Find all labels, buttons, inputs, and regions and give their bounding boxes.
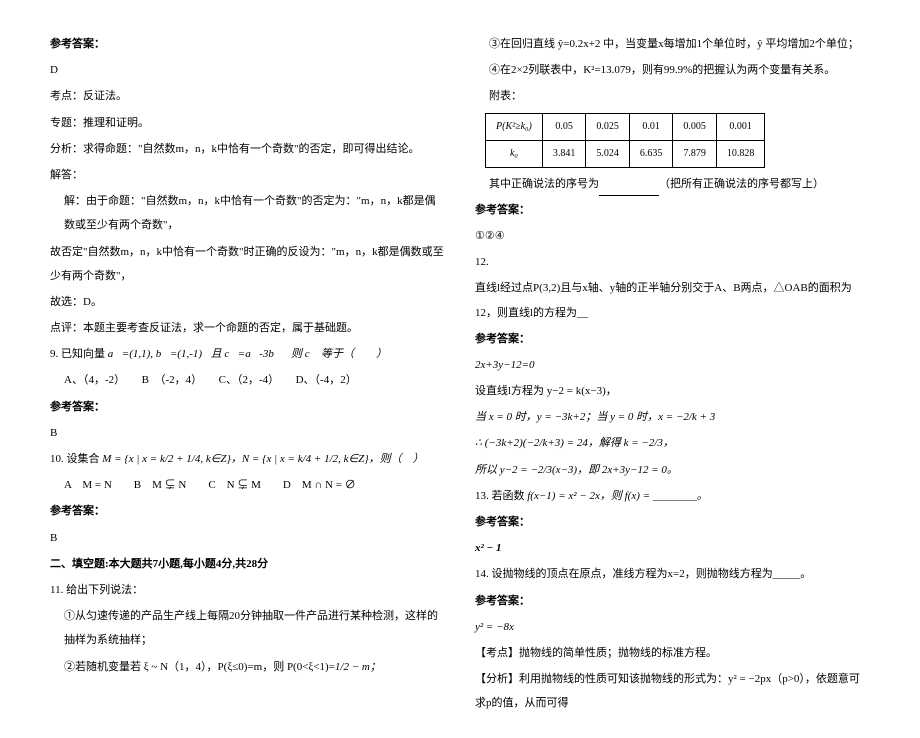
q11-item-3: ③在回归直线 ŷ=0.2x+2 中，当变量x每增加1个单位时，ŷ 平均增加2个单…: [475, 32, 870, 56]
q12-answer: 2x+3y−12=0: [475, 353, 870, 377]
q9-math: a⃗=(1,1), b⃗=(1,-1)，且 c⃗=a⃗-3b⃗，则 c⃗ 等于（…: [108, 348, 387, 360]
q11-tail-b: （把所有正确说法的序号都写上）: [659, 178, 824, 190]
jieda-line-2: 故否定"自然数m，n，k中恰有一个奇数"时正确的反设为："m，n，k都是偶数或至…: [50, 240, 445, 288]
q11-tail: 其中正确说法的序号为 （把所有正确说法的序号都写上）: [475, 172, 870, 196]
table-row-label: k₀: [486, 140, 543, 167]
q14-kaodian: 【考点】抛物线的简单性质；抛物线的标准方程。: [475, 641, 870, 665]
fenxi-text: 求得命题："自然数m，n，k中恰有一个奇数"的否定，即可得出结论。: [83, 143, 420, 155]
answer-letter: D: [50, 58, 445, 82]
q9-ref-label: 参考答案：: [50, 395, 445, 419]
dianping-row: 点评：本题主要考查反证法，求一个命题的否定，属于基础题。: [50, 316, 445, 340]
zhuanti-text: 推理和证明。: [83, 117, 149, 129]
jieda-line-3: 故选：D。: [50, 290, 445, 314]
q11-2b: 1/2 − m；: [335, 661, 381, 673]
table-cell: 3.841: [542, 140, 586, 167]
q11-prefix: 11. 给出下列说法：: [50, 578, 445, 602]
right-column: ③在回归直线 ŷ=0.2x+2 中，当变量x每增加1个单位时，ŷ 平均增加2个单…: [475, 30, 870, 718]
q9-options: A、（4，-2） B （-2，4） C、（2，-4） D、（-4，2）: [50, 368, 445, 392]
fenxi-row: 分析：求得命题："自然数m，n，k中恰有一个奇数"的否定，即可得出结论。: [50, 137, 445, 161]
q14-fenxi: 【分析】利用抛物线的性质可知该抛物线的形式为：y² = −2px（p>0），依题…: [475, 667, 870, 715]
dianping-text: 本题主要考查反证法，求一个命题的否定，属于基础题。: [83, 322, 358, 334]
zhuanti-row: 专题：推理和证明。: [50, 111, 445, 135]
fill-section-title: 二、填空题:本大题共7小题,每小题4分,共28分: [50, 552, 445, 576]
table-cell: 0.001: [716, 113, 765, 140]
q14-ref-label: 参考答案：: [475, 589, 870, 613]
table-cell: 7.879: [673, 140, 717, 167]
attach-label: 附表：: [475, 84, 870, 108]
q10-row: 10. 设集合 M = {x | x = k/2 + 1/4, k∈Z}，N =…: [50, 447, 445, 471]
table-header-label: P(K²≥k₀): [486, 113, 543, 140]
table-cell: 0.01: [629, 113, 673, 140]
zhuanti-label: 专题：: [50, 117, 83, 129]
q11-item-2: ②若随机变量若 ξ ~ N（1，4），P(ξ≤0)=m，则 P(0<ξ<1)=1…: [50, 655, 445, 679]
q14-row: 14. 设抛物线的顶点在原点，准线方程为x=2，则抛物线方程为_____。: [475, 562, 870, 586]
dianping-label: 点评：: [50, 322, 83, 334]
jieda-label: 解答：: [50, 163, 445, 187]
q13-row: 13. 若函数 f(x−1) = x² − 2x，则 f(x) = ______…: [475, 484, 870, 508]
q12-ref-label: 参考答案：: [475, 327, 870, 351]
q12-step-2: 当 x = 0 时，y = −3k+2；当 y = 0 时，x = −2/k +…: [475, 405, 870, 429]
kaodian-row: 考点：反证法。: [50, 84, 445, 108]
left-column: 参考答案： D 考点：反证法。 专题：推理和证明。 分析：求得命题："自然数m，…: [50, 30, 445, 718]
q10-ref-label: 参考答案：: [50, 499, 445, 523]
q12-text: 直线l经过点P(3,2)且与x轴、y轴的正半轴分别交于A、B两点，△OAB的面积…: [475, 276, 870, 324]
q11-answer: ①②④: [475, 224, 870, 248]
table-cell: 5.024: [586, 140, 630, 167]
k-square-table: P(K²≥k₀) 0.05 0.025 0.01 0.005 0.001 k₀ …: [485, 113, 765, 168]
q10-options: A M = N B M ⊊ N C N ⊊ M D M ∩ N = ∅: [50, 473, 445, 497]
q14-answer: y² = −8x: [475, 615, 870, 639]
q9-answer: B: [50, 421, 445, 445]
ref-answer-label: 参考答案：: [50, 32, 445, 56]
q11-item-1: ①从匀速传递的产品生产线上每隔20分钟抽取一件产品进行某种检测，这样的抽样为系统…: [50, 604, 445, 652]
table-cell: 0.025: [586, 113, 630, 140]
q11-tail-a: 其中正确说法的序号为: [489, 178, 599, 190]
table-row: P(K²≥k₀) 0.05 0.025 0.01 0.005 0.001: [486, 113, 765, 140]
q12-step-4: 所以 y−2 = −2/3(x−3)，即 2x+3y−12 = 0。: [475, 458, 870, 482]
q13-prefix: 13. 若函数: [475, 490, 525, 502]
table-cell: 0.005: [673, 113, 717, 140]
q13-body: f(x−1) = x² − 2x，则 f(x) = ________。: [527, 490, 708, 502]
q12-step-1: 设直线l方程为 y−2 = k(x−3)，: [475, 379, 870, 403]
table-cell: 10.828: [716, 140, 765, 167]
q9-row: 9. 已知向量 a⃗=(1,1), b⃗=(1,-1)，且 c⃗=a⃗-3b⃗，…: [50, 342, 445, 366]
q11-item-4: ④在2×2列联表中，K²=13.079，则有99.9%的把握认为两个变量有关系。: [475, 58, 870, 82]
q13-ref-label: 参考答案：: [475, 510, 870, 534]
jieda-line-1: 解：由于命题："自然数m，n，k中恰有一个奇数"的否定为："m，n，k都是偶数或…: [50, 189, 445, 237]
q11-2a: ②若随机变量若 ξ ~ N（1，4），P(ξ≤0)=m，则 P(0<ξ<1)=: [64, 661, 335, 673]
table-cell: 0.05: [542, 113, 586, 140]
blank-line: [599, 184, 659, 196]
kaodian-label: 考点：: [50, 90, 83, 102]
kaodian-text: 反证法。: [83, 90, 127, 102]
table-cell: 6.635: [629, 140, 673, 167]
q11-ref-label: 参考答案：: [475, 198, 870, 222]
q9-prefix: 9. 已知向量: [50, 348, 105, 360]
q10-answer: B: [50, 526, 445, 550]
q12-num: 12.: [475, 250, 870, 274]
q10-prefix: 10. 设集合: [50, 453, 100, 465]
table-row: k₀ 3.841 5.024 6.635 7.879 10.828: [486, 140, 765, 167]
q10-sets: M = {x | x = k/2 + 1/4, k∈Z}，N = {x | x …: [102, 453, 423, 465]
fenxi-label: 分析：: [50, 143, 83, 155]
q13-answer: x² − 1: [475, 536, 870, 560]
q12-step-3: ∴ (−3k+2)(−2/k+3) = 24，解得 k = −2/3，: [475, 431, 870, 455]
